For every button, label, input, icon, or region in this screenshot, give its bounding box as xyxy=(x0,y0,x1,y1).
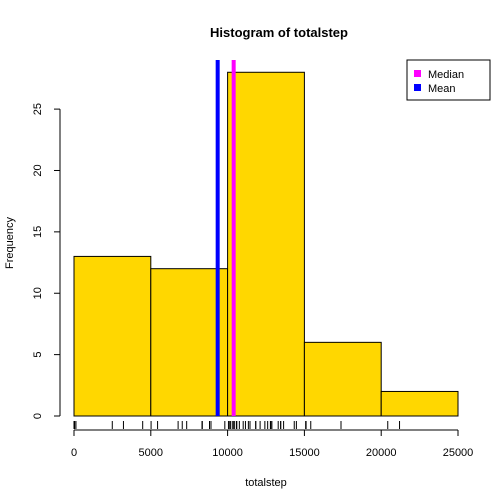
y-tick-label: 20 xyxy=(32,164,44,176)
x-tick-label: 20000 xyxy=(366,447,397,459)
rug-group xyxy=(73,421,401,429)
y-axis-label: Frequency xyxy=(4,217,16,269)
x-axis-label: totalstep xyxy=(245,477,287,489)
legend-label: Median xyxy=(428,69,464,81)
legend-swatch xyxy=(414,84,421,91)
reference-lines-group xyxy=(215,60,236,416)
bars-group xyxy=(73,71,459,417)
chart-title: Histogram of totalstep xyxy=(210,25,348,40)
x-tick-label: 5000 xyxy=(139,447,163,459)
y-tick-label: 25 xyxy=(32,103,44,115)
histogram-bar xyxy=(73,255,152,417)
y-axis: 0 5 10 15 20 25 xyxy=(32,103,61,419)
x-tick-label: 0 xyxy=(71,447,77,459)
y-tick-label: 15 xyxy=(32,226,44,238)
histogram-bar xyxy=(303,341,382,417)
y-tick-label: 0 xyxy=(32,413,44,419)
x-axis: 0 5000 10000 15000 20000 25000 xyxy=(71,429,474,459)
legend-swatch xyxy=(414,70,421,77)
legend-box xyxy=(406,59,491,101)
legend: Median Mean xyxy=(406,59,491,101)
x-tick-label: 25000 xyxy=(443,447,474,459)
histogram-bar xyxy=(380,390,459,417)
histogram-bar xyxy=(227,71,305,417)
legend-label: Mean xyxy=(428,83,456,95)
y-tick-label: 10 xyxy=(32,287,44,299)
x-tick-label: 10000 xyxy=(212,447,243,459)
y-tick-label: 5 xyxy=(32,352,44,358)
x-tick-label: 15000 xyxy=(289,447,320,459)
histogram-bar xyxy=(150,268,229,417)
